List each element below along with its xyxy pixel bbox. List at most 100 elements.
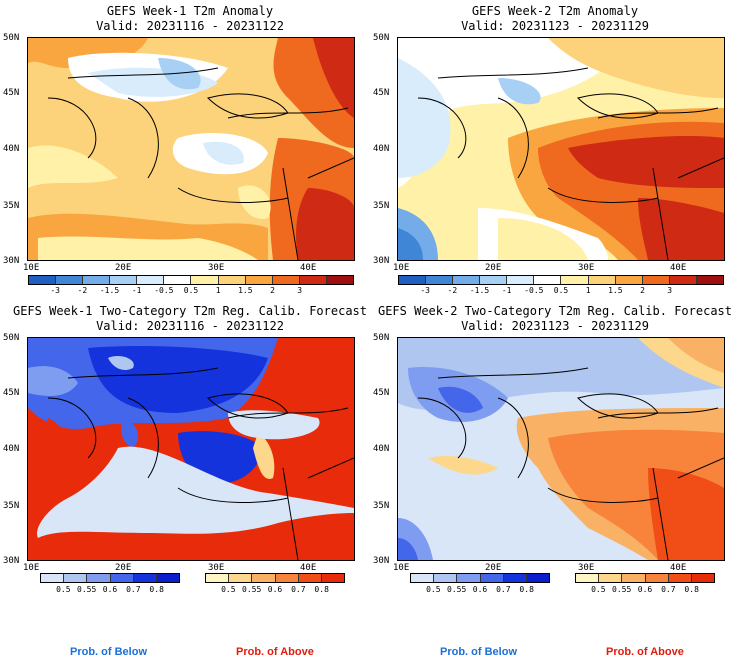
colorbar-label: 0.8	[519, 585, 534, 594]
xtick-10e: 10E	[23, 263, 40, 273]
colorbar-label: 0.8	[149, 585, 164, 594]
colorbar-swatch	[83, 276, 111, 284]
colorbar-label: 1.5	[608, 286, 623, 295]
probability-map-graphic	[398, 338, 724, 560]
colorbar-swatch	[696, 276, 723, 284]
colorbar-label: 0.55	[77, 585, 97, 594]
ytick-35n: 35N	[3, 501, 20, 511]
colorbar-label: 2	[640, 286, 645, 295]
prob-above-colorbar-labels: 0.5 0.55 0.6 0.7 0.8	[205, 585, 345, 595]
ytick-40n: 40N	[3, 444, 20, 454]
colorbar-label: 0.8	[314, 585, 329, 594]
ytick-35n: 35N	[373, 501, 390, 511]
map-week2-anomaly	[397, 37, 725, 261]
colorbar-swatch	[321, 574, 345, 582]
prob-above-colorbar-labels: 0.5 0.55 0.6 0.7 0.8	[575, 585, 715, 595]
colorbar-label: -2	[77, 286, 88, 295]
colorbar-swatch	[599, 574, 623, 582]
colorbar-label: 0.55	[242, 585, 262, 594]
colorbar-label: 0.6	[472, 585, 488, 594]
colorbar-label: 0.7	[661, 585, 676, 594]
colorbar-label: 0.7	[126, 585, 141, 594]
colorbar-swatch	[29, 276, 57, 284]
colorbar-swatch	[252, 574, 276, 582]
colorbar-label: 0.7	[496, 585, 511, 594]
anomaly-colorbar-labels: -3 -2 -1.5 -1 -0.5 0.5 1 1.5 2 3	[28, 286, 354, 296]
colorbar-label: 3	[297, 286, 303, 295]
anomaly-map-graphic	[28, 38, 354, 260]
xtick-40e: 40E	[670, 563, 687, 573]
ytick-45n: 45N	[3, 388, 20, 398]
colorbar-swatch	[480, 276, 508, 284]
colorbar-swatch	[206, 574, 230, 582]
ytick-50n: 50N	[373, 333, 390, 343]
legend-prob-below-left: Prob. of Below	[70, 646, 147, 658]
legend-prob-below-right: Prob. of Below	[440, 646, 517, 658]
colorbar-label: -1.5	[99, 286, 120, 295]
anomaly-colorbar-labels: -3 -2 -1.5 -1 -0.5 0.5 1 1.5 2 3	[398, 286, 724, 296]
colorbar-swatch	[275, 574, 299, 582]
colorbar-swatch	[272, 276, 300, 284]
prob-below-colorbar	[40, 573, 180, 583]
colorbar-swatch	[110, 276, 138, 284]
ytick-35n: 35N	[3, 201, 20, 211]
colorbar-swatch	[434, 574, 458, 582]
prob-above-colorbar	[575, 573, 715, 583]
colorbar-swatch	[87, 574, 111, 582]
panel-valid: Valid: 20231116 - 20231122	[96, 19, 284, 33]
colorbar-label: 0.6	[267, 585, 283, 594]
colorbar-swatch	[191, 276, 219, 284]
colorbar-swatch	[453, 276, 481, 284]
map-week2-probability	[397, 337, 725, 561]
colorbar-label: 1	[585, 286, 591, 295]
ytick-50n: 50N	[3, 333, 20, 343]
colorbar-label: -0.5	[154, 286, 174, 295]
xtick-30e: 30E	[208, 263, 225, 273]
colorbar-swatch	[426, 276, 454, 284]
ytick-30n: 30N	[373, 556, 390, 566]
ytick-30n: 30N	[373, 256, 390, 266]
colorbar-label: 0.5	[183, 286, 199, 295]
colorbar-label: 0.5	[221, 585, 236, 594]
colorbar-label: 2	[270, 286, 275, 295]
colorbar-swatch	[526, 574, 550, 582]
colorbar-swatch	[507, 276, 535, 284]
colorbar-label: -1	[501, 286, 512, 295]
panel-week2-anomaly: GEFS Week-2 T2m Anomaly Valid: 20231123 …	[370, 0, 740, 300]
colorbar-swatch	[503, 574, 527, 582]
colorbar-swatch	[164, 276, 192, 284]
panel-valid: Valid: 20231123 - 20231129	[461, 319, 649, 333]
colorbar-swatch	[137, 276, 165, 284]
colorbar-swatch	[326, 276, 353, 284]
panel-valid: Valid: 20231123 - 20231129	[461, 19, 649, 33]
colorbar-swatch	[110, 574, 134, 582]
anomaly-map-graphic	[398, 38, 724, 260]
anomaly-colorbar	[398, 275, 724, 285]
colorbar-swatch	[669, 276, 697, 284]
colorbar-swatch	[534, 276, 562, 284]
colorbar-swatch	[668, 574, 692, 582]
xtick-40e: 40E	[300, 563, 317, 573]
colorbar-label: 0.6	[637, 585, 653, 594]
colorbar-label: 0.6	[102, 585, 118, 594]
colorbar-label: 0.55	[612, 585, 632, 594]
colorbar-swatch	[615, 276, 643, 284]
colorbar-swatch	[576, 574, 600, 582]
xtick-30e: 30E	[208, 563, 225, 573]
colorbar-label: 1	[215, 286, 221, 295]
colorbar-label: -1.5	[469, 286, 490, 295]
ytick-45n: 45N	[373, 88, 390, 98]
prob-above-colorbar	[205, 573, 345, 583]
prob-below-colorbar	[410, 573, 550, 583]
xtick-30e: 30E	[578, 563, 595, 573]
map-week1-probability	[27, 337, 355, 561]
colorbar-swatch	[561, 276, 589, 284]
colorbar-swatch	[457, 574, 481, 582]
xtick-10e: 10E	[393, 263, 410, 273]
map-week1-anomaly	[27, 37, 355, 261]
xtick-20e: 20E	[485, 263, 502, 273]
colorbar-swatch	[218, 276, 246, 284]
colorbar-swatch	[588, 276, 616, 284]
ytick-30n: 30N	[3, 556, 20, 566]
panel-title: GEFS Week-2 T2m Anomaly	[471, 4, 639, 18]
